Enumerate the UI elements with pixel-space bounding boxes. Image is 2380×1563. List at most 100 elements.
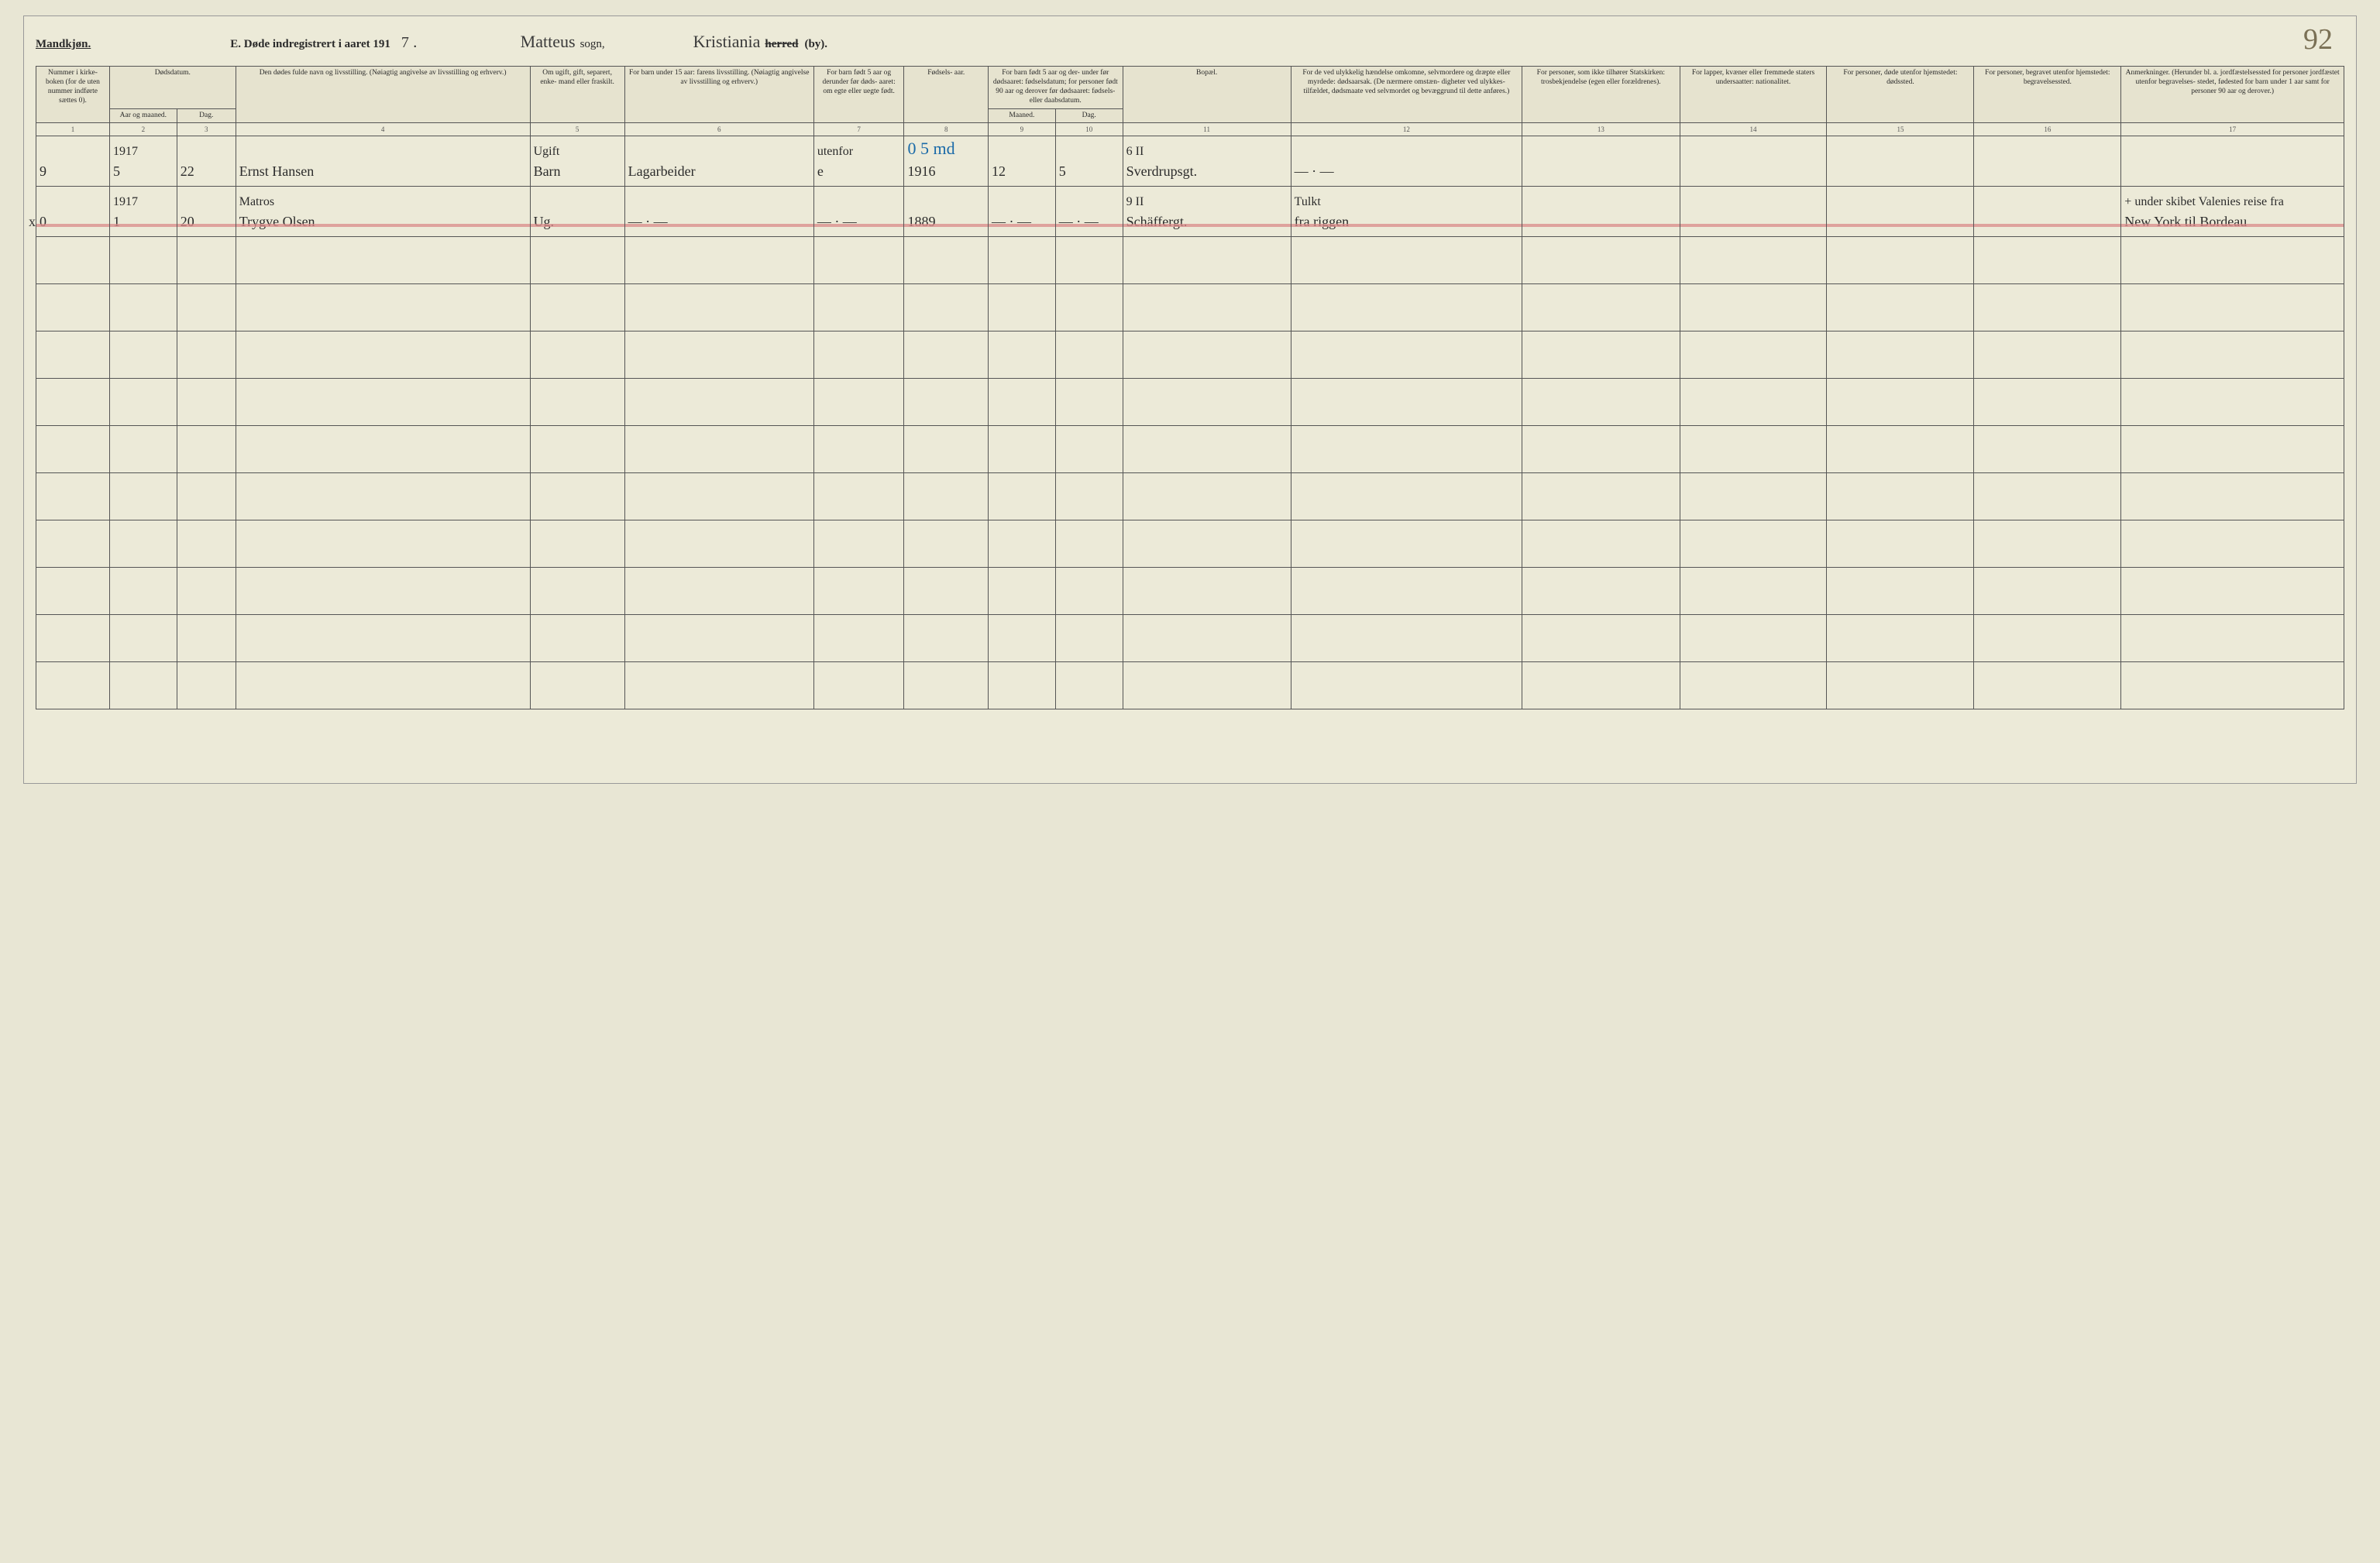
cell-blank [2121,520,2344,568]
cell-blank [1123,379,1291,426]
cell-blank [36,237,110,284]
cell [530,187,624,212]
cell-blank [36,662,110,709]
cell-blank [1123,520,1291,568]
cell: Matros [236,187,530,212]
cell-blank [109,662,177,709]
cell-blank [1827,426,1974,473]
by-label: (by). [804,38,827,51]
cell-blank [177,284,236,331]
cell: 0 5 md [904,136,989,162]
cell-blank [36,473,110,520]
cell-blank [1974,379,2121,426]
col-header: Om ugift, gift, separert, enke- mand ell… [530,67,624,123]
cell-blank [2121,473,2344,520]
cell-blank [1827,615,1974,662]
cell: e [813,161,904,187]
cell-blank [1827,473,1974,520]
cell-blank [988,284,1055,331]
col-header: For barn født 5 aar og der- under før dø… [988,67,1123,109]
cell [1974,211,2121,237]
col-header: For personer, begravet utenfor hjemstede… [1974,67,2121,123]
cell-blank [530,568,624,615]
cell-blank [2121,331,2344,379]
col-number: 2 [109,123,177,136]
cell-blank [1522,426,1680,473]
red-strike-line [1680,224,1827,227]
col-header: Nummer i kirke- boken (for de uten numme… [36,67,110,123]
col-number: 6 [624,123,813,136]
cell-blank [1055,473,1123,520]
col-header: For personer, som ikke tilhører Statskir… [1522,67,1680,123]
table-row-blank [36,284,2344,331]
cell-blank [109,520,177,568]
cell-blank [813,662,904,709]
red-strike-line [1974,224,2120,227]
cell-blank [530,662,624,709]
cell-blank [988,426,1055,473]
cell: Ug. [530,211,624,237]
cell [1055,187,1123,212]
cell-blank [2121,379,2344,426]
col-number: 9 [988,123,1055,136]
col-number: 15 [1827,123,1974,136]
col-number: 17 [2121,123,2344,136]
cell-blank [236,568,530,615]
red-strike-line [177,224,236,227]
cell-blank [236,473,530,520]
red-strike-line [1123,224,1291,227]
cell-blank [177,615,236,662]
red-strike-line [625,224,813,227]
cell-blank [988,568,1055,615]
red-strike-line [814,224,904,227]
cell-blank [1974,237,2121,284]
red-strike-line [1291,224,1522,227]
cell [1055,136,1123,162]
cell-blank [1055,284,1123,331]
red-strike-line [1056,224,1123,227]
cell-blank [2121,426,2344,473]
col-header: For de ved ulykkelig hændelse omkomne, s… [1291,67,1522,123]
col-number: 13 [1522,123,1680,136]
cell-blank [624,331,813,379]
cell-blank [988,473,1055,520]
cell: Ugift [530,136,624,162]
col-number: 4 [236,123,530,136]
cell-blank [988,379,1055,426]
cell-blank [813,237,904,284]
cell-blank [236,237,530,284]
cell-blank [1055,520,1123,568]
cell-blank [236,615,530,662]
cell [1680,161,1827,187]
cell: fra riggen [1291,211,1522,237]
cell-blank [1291,426,1522,473]
col-subheader: Maaned. [988,108,1055,123]
cell-blank [177,237,236,284]
col-header: Den dødes fulde navn og livsstilling. (N… [236,67,530,123]
cell-blank [1055,662,1123,709]
cell-blank [904,615,989,662]
cell: 0 [36,211,110,237]
cell-blank [177,426,236,473]
cell: — · — [988,211,1055,237]
col-header: For barn under 15 aar: farens livsstilli… [624,67,813,123]
cell-blank [1974,568,2121,615]
blue-annotation: 0 5 md [907,139,954,158]
table-row-blank [36,520,2344,568]
cell [36,136,110,162]
cell-blank [624,568,813,615]
cell-blank [1055,237,1123,284]
col-number: 11 [1123,123,1291,136]
cell-blank [109,284,177,331]
cell-blank [988,237,1055,284]
cell-blank [36,520,110,568]
cell: 22 [177,161,236,187]
cell [624,136,813,162]
cell-blank [1123,284,1291,331]
cell-blank [236,662,530,709]
cell-blank [813,615,904,662]
cell [1974,161,2121,187]
table-row: 1917Matros9 IITulkt+ under skibet Valeni… [36,187,2344,212]
cell: Schäffergt. [1123,211,1291,237]
cell-blank [236,379,530,426]
